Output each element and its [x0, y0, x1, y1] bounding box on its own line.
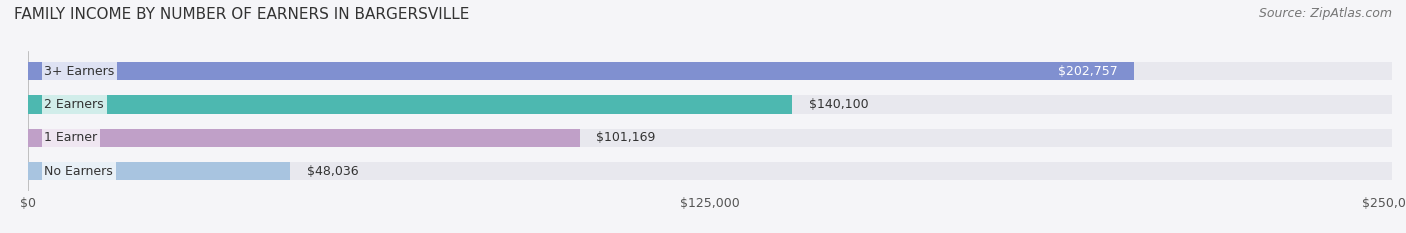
- Text: 2 Earners: 2 Earners: [45, 98, 104, 111]
- Bar: [28, 62, 1392, 80]
- Text: $202,757: $202,757: [1059, 65, 1118, 78]
- Text: $101,169: $101,169: [596, 131, 655, 144]
- Bar: [28, 162, 1392, 180]
- Text: 1 Earner: 1 Earner: [45, 131, 97, 144]
- Text: $48,036: $48,036: [307, 164, 359, 178]
- Text: FAMILY INCOME BY NUMBER OF EARNERS IN BARGERSVILLE: FAMILY INCOME BY NUMBER OF EARNERS IN BA…: [14, 7, 470, 22]
- Text: Source: ZipAtlas.com: Source: ZipAtlas.com: [1258, 7, 1392, 20]
- Bar: [28, 95, 1392, 114]
- Text: $140,100: $140,100: [808, 98, 869, 111]
- Bar: [28, 129, 581, 147]
- Bar: [28, 95, 793, 114]
- Bar: [28, 129, 1392, 147]
- Text: No Earners: No Earners: [45, 164, 114, 178]
- Bar: [28, 62, 1135, 80]
- Text: 3+ Earners: 3+ Earners: [45, 65, 115, 78]
- Bar: [28, 162, 290, 180]
